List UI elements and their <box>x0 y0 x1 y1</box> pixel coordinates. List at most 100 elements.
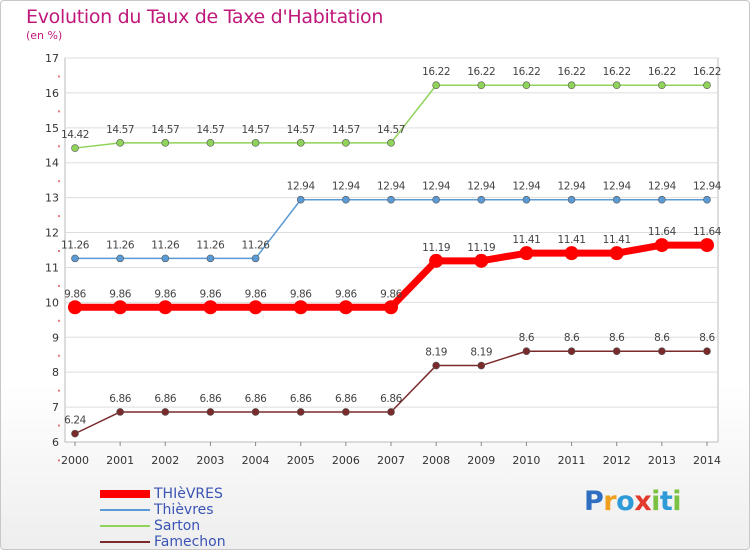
data-point <box>477 81 486 90</box>
logo-letter: x <box>634 486 652 517</box>
y-tick-label: 16 <box>45 87 59 100</box>
data-label: 6.86 <box>245 393 267 405</box>
logo-letter: i <box>651 486 660 517</box>
data-point <box>206 139 215 147</box>
chart-unit: (en %) <box>26 29 63 42</box>
data-point <box>113 300 128 315</box>
x-tick-label: 2005 <box>287 454 315 467</box>
data-label: 11.41 <box>603 234 631 246</box>
data-label: 16.22 <box>422 66 450 78</box>
data-point <box>522 81 531 90</box>
legend-label: Thièvres <box>154 502 214 518</box>
legend-label: Sarton <box>154 518 201 534</box>
data-label: 12.94 <box>377 181 406 193</box>
data-point <box>387 408 395 416</box>
data-point <box>519 246 534 261</box>
data-label: 14.42 <box>61 129 89 141</box>
data-point <box>387 139 395 147</box>
data-point <box>206 408 215 416</box>
data-point <box>203 300 218 315</box>
data-label: 14.57 <box>106 124 134 136</box>
data-label: 16.22 <box>648 66 676 78</box>
x-tick-label: 2003 <box>196 454 224 467</box>
data-label: 11.26 <box>106 239 135 251</box>
data-point <box>251 254 260 263</box>
data-label: 8.6 <box>564 332 580 344</box>
data-point <box>161 254 170 263</box>
data-label: 12.94 <box>332 181 361 193</box>
data-point <box>477 195 486 204</box>
data-point <box>161 408 170 416</box>
y-tick-label: 14 <box>45 157 59 170</box>
data-point <box>71 144 79 152</box>
x-tick-label: 2012 <box>603 454 631 467</box>
data-label: 6.24 <box>64 415 86 427</box>
data-point <box>158 300 173 315</box>
data-point <box>612 81 621 90</box>
data-label: 12.94 <box>422 181 451 193</box>
y-tick-label: 9 <box>52 331 59 344</box>
x-tick-label: 2007 <box>377 454 405 467</box>
data-label: 11.41 <box>512 234 540 246</box>
logo-letter: o <box>616 486 635 517</box>
x-tick-label: 2004 <box>242 454 270 467</box>
data-point <box>567 81 576 90</box>
data-label: 12.94 <box>693 181 722 193</box>
data-point <box>116 408 124 416</box>
data-point <box>387 195 395 204</box>
data-point <box>567 347 576 356</box>
y-tick-label: 7 <box>52 401 59 414</box>
data-label: 14.57 <box>196 124 224 136</box>
data-label: 9.86 <box>245 288 267 300</box>
data-label: 6.86 <box>335 393 357 405</box>
data-label: 12.94 <box>467 181 496 193</box>
y-tick-label: 12 <box>45 227 59 240</box>
x-tick-label: 2006 <box>332 454 360 467</box>
data-point <box>68 300 82 315</box>
data-label: 16.22 <box>467 66 495 78</box>
logo-letter: i <box>672 486 682 517</box>
data-point <box>116 139 124 147</box>
data-point <box>432 195 440 204</box>
data-point <box>71 254 79 263</box>
data-point <box>296 408 305 416</box>
data-point <box>251 408 260 416</box>
data-point <box>296 195 305 204</box>
data-label: 11.64 <box>693 226 722 238</box>
data-point <box>658 347 666 356</box>
data-label: 16.22 <box>558 66 586 78</box>
data-label: 8.6 <box>654 332 670 344</box>
data-point <box>116 254 124 263</box>
data-label: 12.94 <box>512 181 541 193</box>
data-label: 11.41 <box>558 234 586 246</box>
data-point <box>293 300 308 315</box>
x-tick-label: 2013 <box>648 454 676 467</box>
x-tick-label: 2008 <box>422 454 450 467</box>
data-point <box>612 347 621 356</box>
x-tick-label: 2009 <box>467 454 495 467</box>
data-label: 11.26 <box>151 239 180 251</box>
logo-letter: r <box>603 486 617 517</box>
data-point <box>609 246 624 261</box>
data-point <box>703 195 711 204</box>
data-label: 8.19 <box>470 347 492 359</box>
data-point <box>612 195 621 204</box>
data-label: 14.57 <box>332 124 360 136</box>
data-point <box>206 254 215 263</box>
data-label: 8.6 <box>699 332 715 344</box>
legend-swatch <box>100 490 150 498</box>
data-label: 14.57 <box>242 124 270 136</box>
data-point <box>474 253 489 268</box>
data-label: 9.86 <box>290 288 312 300</box>
data-label: 8.19 <box>425 347 447 359</box>
x-tick-label: 2011 <box>558 454 586 467</box>
data-label: 14.57 <box>151 124 179 136</box>
data-label: 9.86 <box>154 288 176 300</box>
data-label: 11.26 <box>242 239 271 251</box>
data-point <box>342 139 350 147</box>
data-point <box>567 195 576 204</box>
x-tick-label: 2014 <box>693 454 721 467</box>
data-label: 11.26 <box>61 239 90 251</box>
proxiti-logo: Proxiti <box>584 486 682 517</box>
